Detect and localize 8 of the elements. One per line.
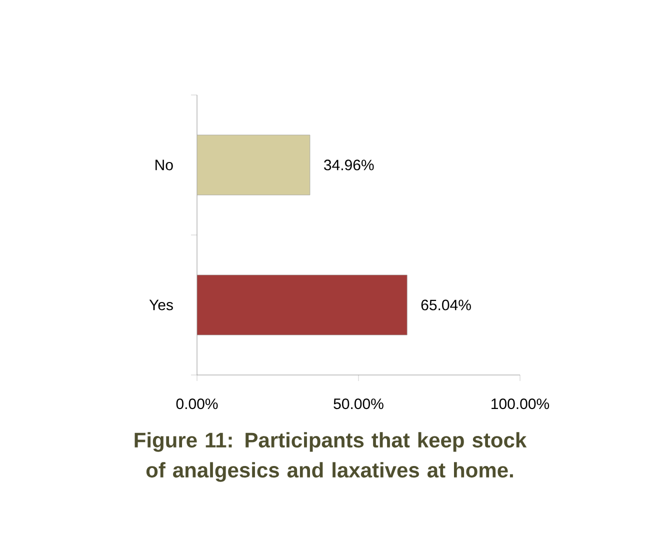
x-tick-label: 100.00% [492, 398, 550, 410]
data-label: 65.04% [421, 300, 471, 310]
y-tick-label: No [156, 160, 173, 170]
data-label: 34.96% [324, 160, 374, 170]
y-tick-label: Yes [149, 300, 173, 310]
x-tick-label: 0.00% [176, 398, 218, 410]
text: Figure 11: Participants that keep stock of analgesics and laxatives at home. [134, 432, 527, 482]
x-tick-label: 50.00% [334, 398, 384, 410]
